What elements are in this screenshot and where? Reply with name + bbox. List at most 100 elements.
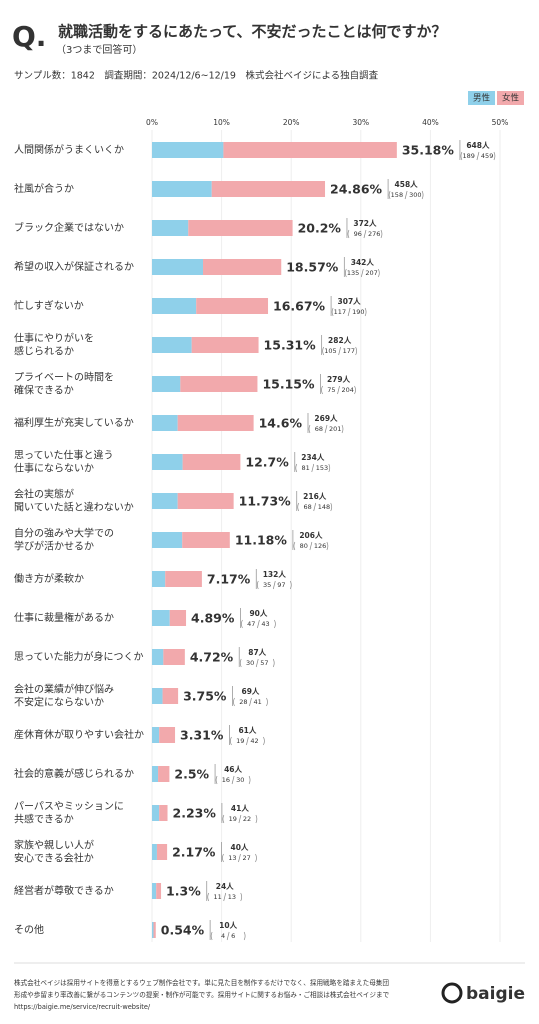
total-label: 3.31%	[180, 728, 224, 743]
male-count: 96	[354, 230, 362, 238]
bar-segment	[152, 376, 181, 392]
category-label: 確保できるか	[14, 384, 74, 397]
count-label: 307人	[338, 297, 362, 306]
count-label: 269人	[314, 414, 338, 423]
legend-swatch	[497, 91, 524, 105]
paren	[274, 619, 276, 629]
bar-segment	[152, 142, 224, 158]
bar-segment	[156, 844, 168, 860]
count-label: 216人	[303, 492, 327, 501]
category-label: 会社の業績が伸び悩み	[14, 683, 114, 696]
male-count: 105	[324, 347, 336, 355]
paren	[380, 229, 383, 239]
female-count: 57	[260, 659, 268, 667]
bar-segment	[152, 259, 204, 275]
x-tick-label: 50%	[492, 118, 509, 127]
male-count: 16	[222, 776, 230, 784]
total-label: 2.17%	[172, 845, 216, 860]
female-count: 201	[329, 425, 341, 433]
q-mark: Q.	[12, 20, 46, 53]
count-label: 41人	[231, 804, 249, 813]
male-count: 81	[301, 464, 309, 472]
bar-segment	[152, 844, 157, 860]
total-label: 24.86%	[330, 182, 383, 197]
paren	[378, 268, 380, 278]
logo-text: baigie	[466, 984, 525, 1004]
paren	[255, 814, 258, 824]
paren	[230, 736, 232, 746]
male-count: 68	[315, 425, 323, 433]
subtitle: （3つまで回答可）	[56, 43, 142, 56]
count-slash	[272, 580, 276, 590]
count-slash	[246, 736, 249, 746]
count-label: 87人	[248, 648, 266, 657]
count-label: 342人	[351, 258, 375, 267]
female-count: 204	[342, 386, 354, 394]
male-count: 19	[236, 737, 244, 745]
bar-segment	[152, 454, 183, 470]
bar-segment	[203, 259, 282, 275]
bar-segment	[191, 337, 259, 353]
count-slash	[360, 268, 364, 278]
paren	[328, 463, 331, 473]
category-label: 社風が合うか	[14, 182, 74, 195]
count-slash	[347, 307, 351, 317]
female-count: 43	[261, 620, 269, 628]
total-label: 4.72%	[190, 650, 234, 665]
category-label: 産休育休が取りやすい会社か	[14, 728, 144, 741]
category-label: 会社の実態が	[14, 488, 74, 501]
total-label: 2.5%	[174, 767, 209, 782]
count-slash	[249, 697, 252, 707]
category-label: 福利厚生が充実しているか	[14, 416, 134, 429]
category-label: パーパスやミッションに	[14, 801, 124, 813]
female-count: 41	[253, 698, 261, 706]
total-label: 15.15%	[262, 377, 315, 392]
category-label: 社会的意義が感じられるか	[14, 767, 134, 780]
bar-segment	[152, 415, 178, 431]
female-count: 13	[228, 893, 236, 901]
paren	[266, 697, 268, 707]
paren	[263, 736, 265, 746]
paren	[233, 697, 235, 707]
paren	[355, 346, 357, 356]
category-label: 仕事に裁量権があるか	[14, 611, 114, 624]
bar-segment	[152, 571, 166, 587]
female-count: 177	[343, 347, 355, 355]
x-tick-label: 40%	[422, 118, 439, 127]
male-count: 28	[239, 698, 247, 706]
category-label: 希望の収入が保証されるか	[14, 260, 134, 273]
paren	[460, 151, 463, 161]
legend-swatch	[468, 91, 495, 105]
category-label: 思っていた仕事と違う	[14, 449, 114, 462]
female-count: 276	[368, 230, 380, 238]
x-tick-label: 10%	[213, 118, 230, 127]
category-label: 家族や親しい人が	[14, 839, 94, 852]
count-label: 282人	[328, 336, 352, 345]
total-label: 0.54%	[161, 923, 205, 938]
count-label: 46人	[224, 765, 242, 774]
count-slash	[226, 931, 230, 941]
category-label: ブラック企業ではないか	[14, 221, 124, 234]
female-count: 30	[236, 776, 244, 784]
bar-segment	[152, 220, 189, 236]
male-count: 189	[463, 152, 475, 160]
count-label: 458人	[395, 180, 419, 189]
female-count: 153	[316, 464, 328, 472]
paren	[293, 541, 296, 551]
footer-text: 形成や歩留まり率改善に繋がるコンテンツの提案・制作が可能です。採用サイトに関する…	[14, 990, 390, 999]
total-label: 14.6%	[259, 416, 303, 431]
category-label: 忙しすぎないか	[14, 299, 84, 312]
total-label: 35.18%	[402, 143, 455, 158]
paren	[239, 658, 242, 668]
bar-segment	[177, 415, 254, 431]
paren	[222, 814, 225, 824]
count-slash	[476, 151, 480, 161]
count-slash	[223, 892, 227, 902]
category-label: プライベートの時間を	[14, 372, 114, 384]
bar-segment	[162, 688, 179, 704]
total-label: 15.31%	[264, 338, 317, 353]
bar-segment	[152, 766, 159, 782]
male-count: 30	[246, 659, 254, 667]
